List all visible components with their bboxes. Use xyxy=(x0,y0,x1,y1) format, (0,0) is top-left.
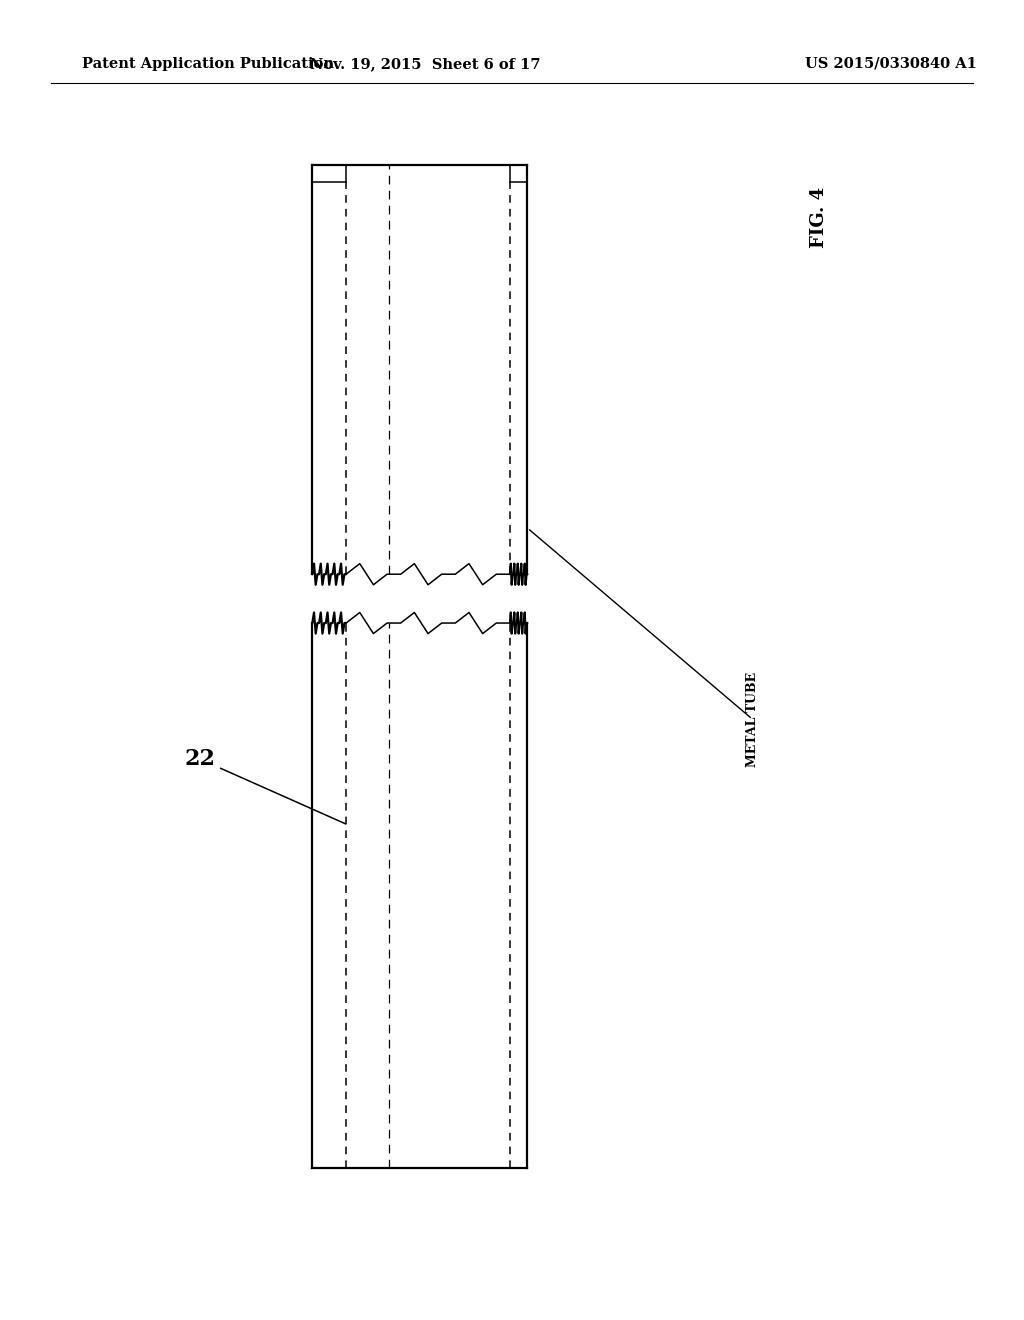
Text: 22: 22 xyxy=(184,748,346,824)
Text: Nov. 19, 2015  Sheet 6 of 17: Nov. 19, 2015 Sheet 6 of 17 xyxy=(309,57,541,71)
Text: Patent Application Publication: Patent Application Publication xyxy=(82,57,334,71)
Text: METAL TUBE: METAL TUBE xyxy=(746,672,759,767)
Text: FIG. 4: FIG. 4 xyxy=(810,187,828,248)
Text: US 2015/0330840 A1: US 2015/0330840 A1 xyxy=(805,57,977,71)
